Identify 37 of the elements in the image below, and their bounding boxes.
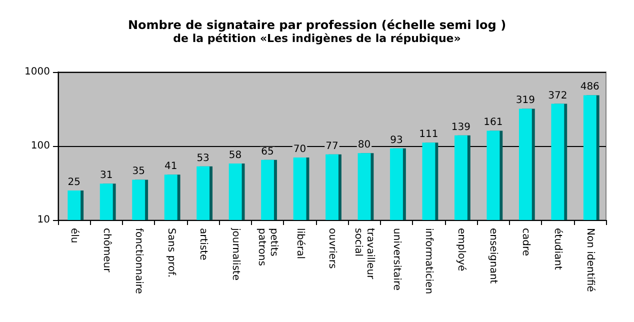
x-tick-label: étudiant bbox=[552, 228, 564, 270]
x-tick-label: universitaire bbox=[390, 228, 402, 290]
x-tick-label: chômeur bbox=[100, 228, 112, 274]
x-tick-label: élu bbox=[68, 228, 80, 244]
chart-title: Nombre de signataire par profession (échelle semi log ) bbox=[128, 18, 506, 32]
x-tick-label: informaticien bbox=[423, 228, 434, 294]
data-label: 53 bbox=[196, 152, 210, 164]
x-tick-label: journaliste bbox=[230, 227, 241, 280]
data-label: 372 bbox=[548, 90, 568, 102]
data-label: 111 bbox=[419, 129, 438, 140]
data-label: 93 bbox=[390, 134, 403, 146]
data-label: 161 bbox=[484, 117, 503, 128]
x-tick-label: artiste bbox=[198, 228, 209, 260]
y-tick-label: 100 bbox=[30, 140, 50, 152]
x-tick-label: libéral bbox=[294, 228, 306, 260]
data-label: 80 bbox=[358, 140, 371, 151]
x-tick-label: Sans prof. bbox=[165, 228, 176, 278]
x-tick-label: fonctionnaire bbox=[133, 228, 144, 294]
data-label: 70 bbox=[293, 144, 306, 155]
data-label: 25 bbox=[68, 177, 80, 188]
x-tick-label: enseignant bbox=[488, 228, 499, 284]
chart-subtitle: de la pétition «Les indigènes de la répubique» bbox=[173, 32, 461, 45]
data-label: 41 bbox=[164, 161, 178, 172]
data-label: 58 bbox=[228, 150, 242, 162]
data-label: 31 bbox=[100, 170, 113, 182]
x-tick-label: employé bbox=[455, 228, 466, 272]
data-label: 77 bbox=[326, 140, 338, 152]
x-tick-label: cadre bbox=[520, 228, 531, 256]
y-tick-label: 10 bbox=[37, 214, 50, 226]
y-tick-label: 1000 bbox=[24, 66, 50, 78]
data-label: 319 bbox=[516, 95, 535, 106]
x-tick-label: ouvriers bbox=[326, 228, 338, 269]
data-label: 486 bbox=[580, 82, 600, 93]
data-label: 65 bbox=[261, 146, 274, 158]
data-label: 35 bbox=[132, 166, 145, 178]
x-tick-label: Non identifié bbox=[584, 228, 596, 292]
data-label: 139 bbox=[451, 122, 470, 133]
